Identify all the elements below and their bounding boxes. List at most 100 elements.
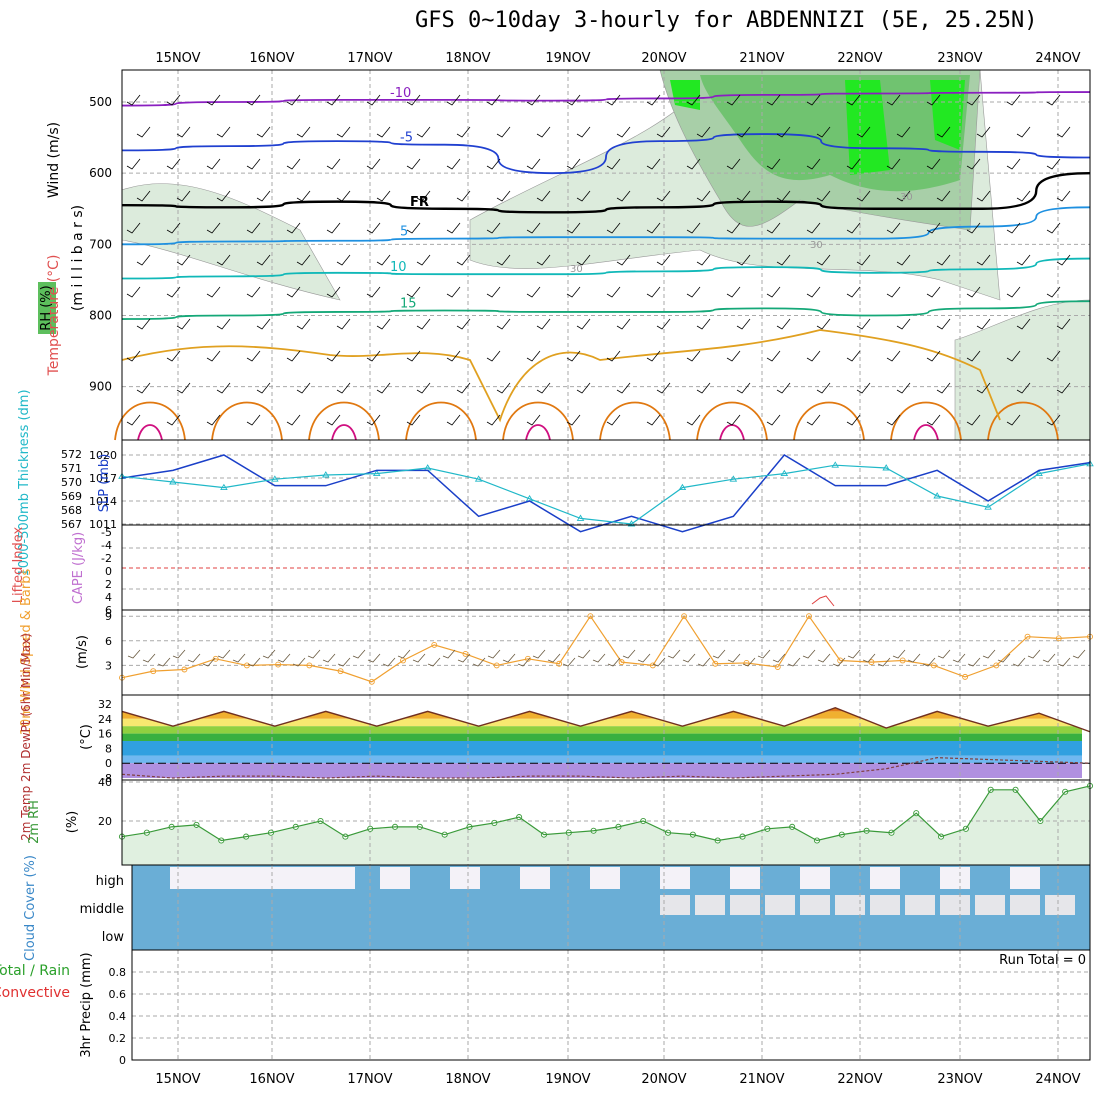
wind-barb (416, 318, 431, 330)
precip-tick-label: 0 (119, 1054, 126, 1067)
cloud-clear (660, 867, 690, 889)
wind-barb (742, 657, 756, 667)
wind-barb (936, 190, 951, 202)
wind-barb (416, 254, 431, 266)
wind-barb (606, 158, 621, 170)
wind-barb (566, 158, 581, 170)
contour-label: 30 (810, 240, 823, 251)
wind-barb (757, 649, 771, 659)
wind-barb (442, 649, 456, 659)
wind-barb (307, 649, 321, 659)
date-label-top: 16NOV (249, 51, 294, 66)
wind-barb (766, 286, 781, 298)
slp-tick-label: 1014 (89, 495, 117, 508)
date-label-bottom: 22NOV (837, 1072, 882, 1087)
wind-barb (806, 286, 821, 298)
wind-barb (616, 126, 631, 138)
wind-barb (352, 649, 366, 659)
wind-barb (256, 254, 271, 266)
wind-barb (1016, 190, 1031, 202)
wind-barb (376, 190, 391, 202)
date-label-bottom: 20NOV (641, 1072, 686, 1087)
date-label-bottom: 15NOV (155, 1072, 200, 1087)
wind-barb (166, 414, 181, 426)
wind-barb (246, 222, 261, 234)
wind-barb (576, 126, 591, 138)
wind-barb (536, 254, 551, 266)
wind-barb (656, 126, 671, 138)
wind-barb (806, 414, 821, 426)
wind-barb (1016, 254, 1031, 266)
wind-barb (446, 414, 461, 426)
wind-barb (1057, 657, 1071, 667)
wind-barb (456, 126, 471, 138)
wind-barb (136, 318, 151, 330)
cloud-clear (975, 895, 1005, 915)
wind-barb (166, 286, 181, 298)
wind-barb (1042, 653, 1056, 663)
wind-barb (176, 382, 191, 394)
contour-label: 30 (570, 264, 583, 275)
wind-barb (366, 158, 381, 170)
wind-barb (886, 350, 901, 362)
precip-tick-label: 0.2 (109, 1032, 127, 1045)
slp-tick-label: 1011 (89, 518, 117, 531)
wind-barb (456, 190, 471, 202)
wind-barb (976, 318, 991, 330)
temp-tick-label: 16 (98, 728, 112, 741)
wind-barb (562, 657, 576, 667)
wind-barb (646, 158, 661, 170)
panel-frame (121, 439, 1091, 526)
wind-barb (576, 190, 591, 202)
wind-barb (232, 653, 246, 663)
date-label-bottom: 16NOV (249, 1072, 294, 1087)
pressure-tick-label: 600 (89, 166, 112, 180)
wind-point (587, 613, 594, 620)
wind-barb (1006, 158, 1021, 170)
wind-barb (157, 657, 171, 667)
wind-barb (446, 158, 461, 170)
wind-barb (656, 254, 671, 266)
temp-tick-label: 24 (98, 713, 112, 726)
wind-barb (696, 126, 711, 138)
wind-barb (126, 286, 141, 298)
wind-barb (256, 190, 271, 202)
wind-barb (406, 94, 421, 106)
isotherm-arc (114, 401, 186, 441)
isotherm-arc (211, 401, 283, 441)
wind-barb (206, 286, 221, 298)
wind-barb (326, 222, 341, 234)
wind-barb (832, 657, 846, 667)
isotherm-arc (719, 424, 745, 441)
isotherm-arc (525, 424, 551, 441)
temp-band (122, 726, 1082, 734)
wind-barb (246, 158, 261, 170)
li-tick-label: -4 (101, 539, 112, 552)
wind-barb (427, 657, 441, 667)
panel-frame (121, 609, 1091, 696)
wind-barb (416, 382, 431, 394)
wind-barb (126, 414, 141, 426)
wind-barb (856, 318, 871, 330)
wind-barb (606, 286, 621, 298)
wind-barb (416, 126, 431, 138)
wind-barb (936, 382, 951, 394)
wind-barb (696, 254, 711, 266)
temp-tick-label: 32 (98, 698, 112, 711)
isotherm-label: 10 (390, 260, 407, 275)
wind-barb (726, 94, 741, 106)
wind-barb (726, 158, 741, 170)
wind-point (462, 650, 469, 657)
wind-barb (736, 318, 751, 330)
wind-barb (847, 649, 861, 659)
wind-barb (926, 94, 941, 106)
wind-barb (952, 653, 966, 663)
wind-barb (296, 190, 311, 202)
wind-barb (997, 653, 1011, 663)
wind-barb (736, 190, 751, 202)
wind-barb (376, 382, 391, 394)
wind-barb (446, 222, 461, 234)
wind-barb (686, 222, 701, 234)
